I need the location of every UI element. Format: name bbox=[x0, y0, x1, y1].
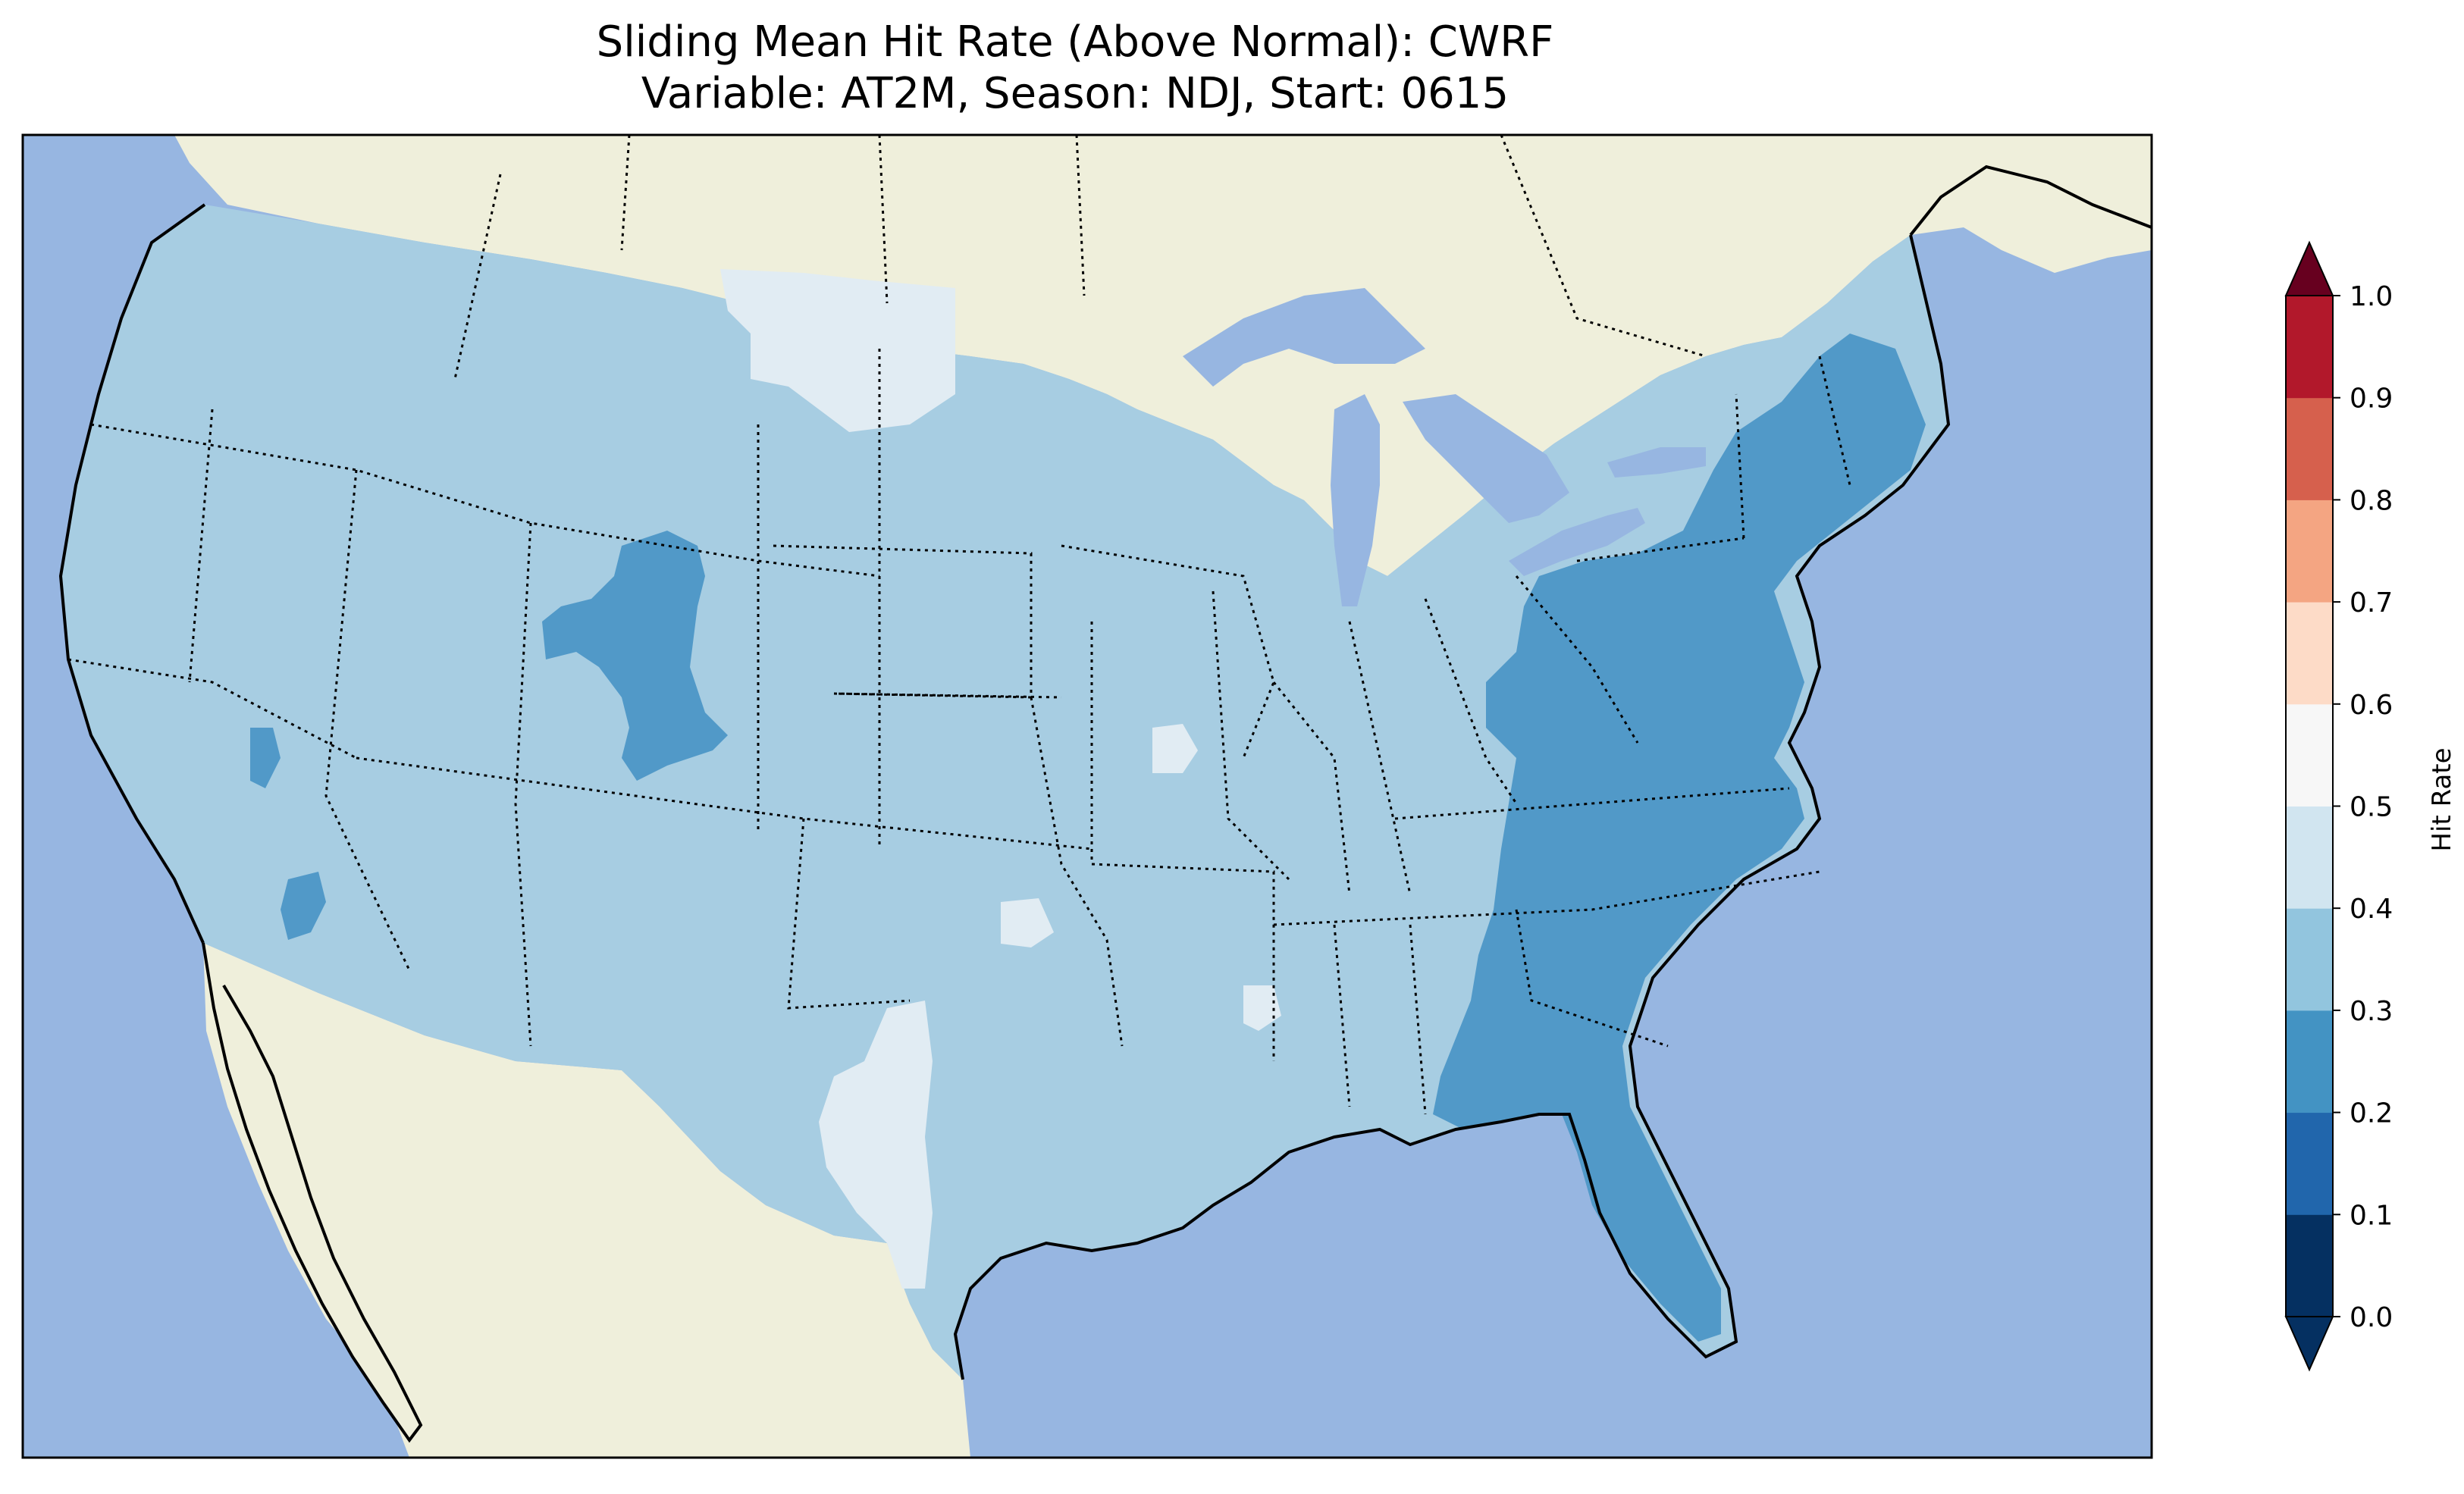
us-field-0.4-0.5-montana bbox=[720, 269, 955, 432]
colorbar-swatch bbox=[2286, 1214, 2333, 1317]
colorbar-ticks: 0.0 0.1 0.2 0.3 0.4 0.5 0.6 0.7 0.8 0.9 1.0 bbox=[2333, 281, 2393, 1333]
colorbar-swatch bbox=[2286, 703, 2333, 807]
mexico-land bbox=[203, 943, 970, 1458]
canada-land bbox=[174, 135, 2152, 576]
lake-erie bbox=[1509, 508, 1645, 576]
colorbar-swatch bbox=[2286, 1010, 2333, 1113]
colorbar-swatches bbox=[2284, 240, 2334, 1372]
colorbar-swatch bbox=[2286, 908, 2333, 1011]
colorbar-tick-label: 0.5 bbox=[2350, 792, 2393, 823]
colorbar-tick-label: 0.2 bbox=[2350, 1098, 2393, 1129]
lake-superior bbox=[1183, 288, 1425, 387]
colorbar-swatch bbox=[2286, 602, 2333, 705]
us-field-0.2-0.3-rockies bbox=[542, 531, 728, 781]
colorbar-under-extension bbox=[2284, 1316, 2334, 1372]
colorbar-swatch bbox=[2286, 1112, 2333, 1215]
us-field-0.2-0.3-nevada bbox=[250, 728, 281, 788]
us-field-0.4-0.5-texas bbox=[819, 1001, 933, 1289]
coastlines bbox=[58, 164, 2152, 1443]
colorbar-tick-label: 0.9 bbox=[2350, 384, 2393, 415]
colorbar-tick-label: 0.1 bbox=[2350, 1200, 2393, 1231]
colorbar-swatch bbox=[2286, 806, 2333, 909]
colorbar-tick-label: 0.7 bbox=[2350, 587, 2393, 619]
colorbar-tick-label: 0.8 bbox=[2350, 485, 2393, 516]
chart-title: Sliding Mean Hit Rate (Above Normal): CW… bbox=[0, 17, 2150, 120]
us-field-0.2-0.3-east bbox=[1433, 334, 1926, 1342]
baja-peninsula bbox=[203, 943, 421, 1440]
colorbar-tick-label: 0.4 bbox=[2350, 894, 2393, 925]
title-line-2: Variable: AT2M, Season: NDJ, Start: 0615 bbox=[641, 69, 1509, 118]
colorbar-swatch bbox=[2286, 296, 2333, 399]
colorbar-over-extension bbox=[2284, 240, 2334, 296]
us-field-0.4-0.5-oklahoma bbox=[1001, 898, 1054, 947]
lake-michigan bbox=[1331, 394, 1380, 606]
colorbar-swatch bbox=[2286, 397, 2333, 500]
colorbar-tick-label: 0.3 bbox=[2350, 996, 2393, 1027]
title-line-1: Sliding Mean Hit Rate (Above Normal): CW… bbox=[596, 17, 1554, 67]
us-field-0.4-0.5-mississippi bbox=[1243, 985, 1281, 1031]
colorbar-tick-label: 1.0 bbox=[2350, 281, 2393, 312]
colorbar-swatch bbox=[2286, 500, 2333, 603]
us-field-0.4-0.5-kansas bbox=[1152, 724, 1198, 773]
state-borders bbox=[67, 135, 1851, 1115]
lake-ontario bbox=[1607, 447, 1706, 478]
colorbar-label: Hit Rate bbox=[2427, 747, 2457, 851]
map-frame bbox=[21, 133, 2153, 1459]
colorbar-tick-label: 0.6 bbox=[2350, 690, 2393, 721]
lake-huron bbox=[1403, 394, 1569, 523]
great-lakes bbox=[1183, 288, 1706, 606]
us-field-0.2-0.3-socal bbox=[281, 872, 326, 940]
colorbar-tick-label: 0.0 bbox=[2350, 1302, 2393, 1333]
